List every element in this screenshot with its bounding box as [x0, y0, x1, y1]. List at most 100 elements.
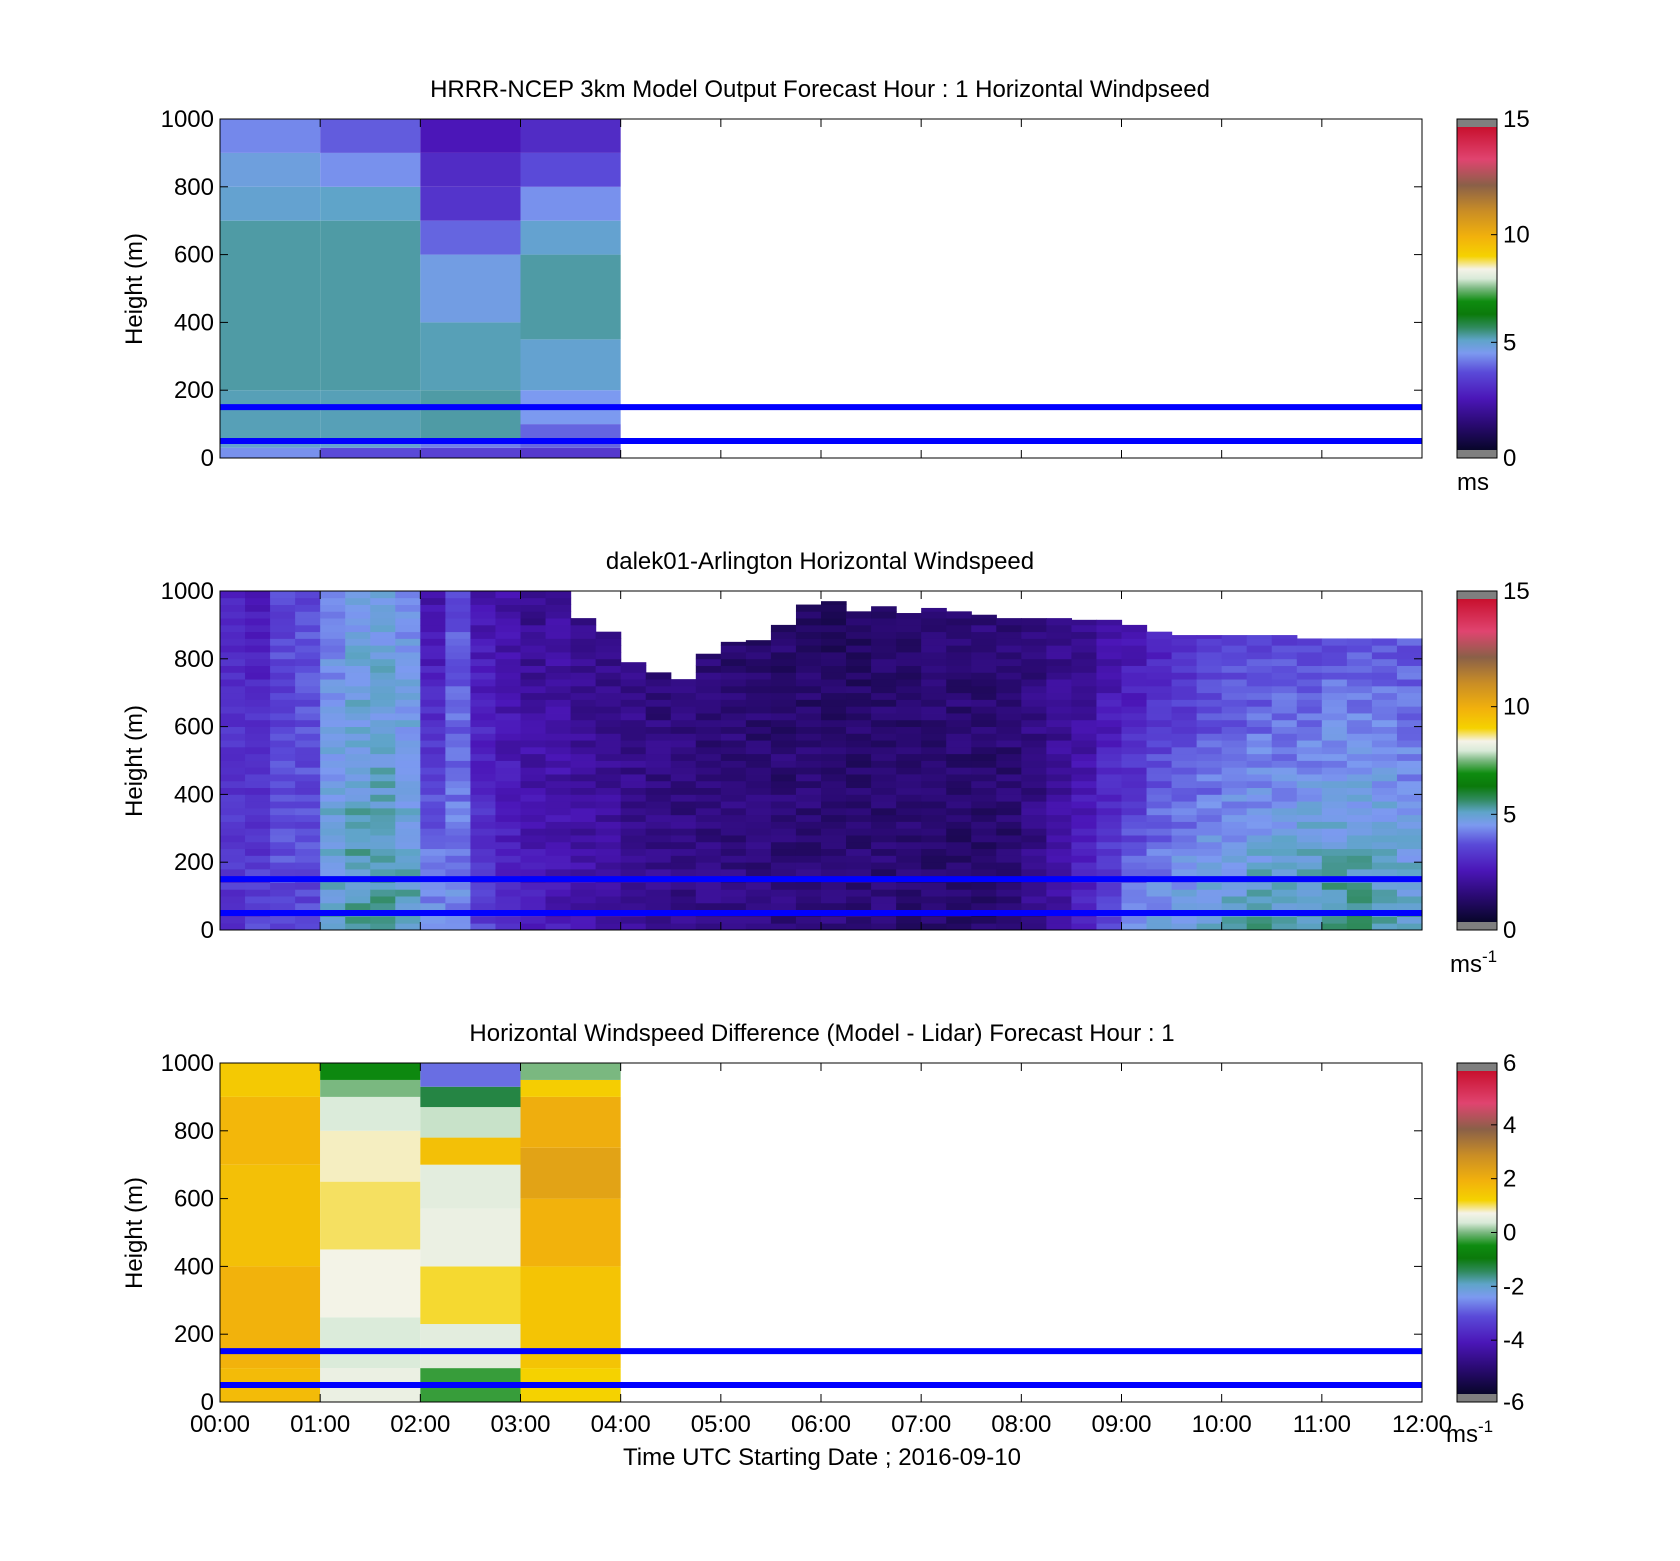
x-tick-label: 01:00 [290, 1411, 350, 1438]
heatmap-cell [1296, 679, 1323, 687]
heatmap-cell [1071, 855, 1098, 863]
heatmap-cell [1246, 733, 1273, 741]
heatmap-cell [370, 855, 396, 863]
heatmap-cell [1046, 855, 1073, 863]
heatmap-cell [520, 1096, 621, 1148]
heatmap-cell [1246, 841, 1273, 850]
heatmap-cell [245, 848, 271, 856]
heatmap-cell [720, 896, 747, 904]
heatmap-cell [420, 447, 521, 458]
heatmap-cell [1146, 868, 1173, 877]
heatmap-cell [420, 835, 446, 843]
heatmap-cell [295, 868, 321, 877]
heatmap-cell [1196, 760, 1223, 768]
heatmap-cell [370, 882, 396, 890]
heatmap-cell [996, 862, 1022, 870]
heatmap-cell [971, 652, 997, 660]
heatmap-cell [921, 760, 947, 768]
heatmap-cell [545, 706, 572, 714]
panel-lidar: dalek01-Arlington Horizontal Windspeed 0… [121, 548, 1530, 978]
heatmap-cell [1121, 780, 1148, 789]
heatmap-cell [821, 624, 847, 633]
heatmap-cell [595, 923, 622, 931]
x-tick-label: 12:00 [1392, 1411, 1452, 1438]
heatmap-cell [445, 902, 472, 911]
heatmap-cell [1021, 848, 1047, 856]
heatmap-cell [270, 597, 296, 605]
heatmap-cell [1171, 848, 1198, 856]
heatmap-cell [1146, 679, 1173, 687]
heatmap-cell [971, 794, 997, 802]
heatmap-cell [1371, 726, 1398, 734]
heatmap-cell [770, 814, 797, 822]
heatmap-cell [520, 713, 547, 721]
heatmap-cell [1246, 767, 1273, 775]
heatmap-cell [946, 740, 972, 748]
heatmap-cell [295, 821, 321, 829]
heatmap-cell [220, 645, 246, 653]
heatmap-cell [1046, 828, 1073, 836]
heatmap-cell [1071, 923, 1098, 931]
heatmap-cell [1121, 896, 1148, 904]
heatmap-cell [1121, 814, 1148, 822]
heatmap-cell [470, 726, 497, 734]
heatmap-cell [245, 672, 271, 680]
heatmap-cell [445, 699, 472, 707]
heatmap-cell [470, 618, 497, 626]
heatmap-cell [871, 916, 897, 924]
heatmap-cell [345, 916, 371, 924]
y-tick-label: 200 [174, 1321, 214, 1348]
heatmap-cell [1071, 719, 1098, 727]
heatmap-cell [420, 801, 446, 809]
heatmap-cell [1221, 638, 1248, 646]
heatmap-cell [545, 631, 572, 639]
heatmap-cell [620, 740, 647, 748]
heatmap-cell [745, 719, 772, 727]
heatmap-cell [370, 631, 396, 639]
heatmap-cell [1096, 868, 1123, 877]
heatmap-cell [1246, 746, 1273, 755]
heatmap-cell [1396, 753, 1423, 761]
heatmap-cell [1246, 774, 1273, 782]
heatmap-cell [345, 868, 371, 877]
y-tick-label: 1000 [161, 106, 214, 133]
heatmap-cell [971, 685, 997, 694]
heatmap-cell [1246, 652, 1273, 660]
heatmap-cell [1046, 753, 1073, 761]
heatmap-cell [370, 862, 396, 870]
heatmap-cell [320, 902, 346, 911]
heatmap-cell [1096, 631, 1123, 639]
heatmap-cell [946, 882, 972, 890]
heatmap-cell [295, 780, 321, 789]
heatmap-cell [645, 767, 672, 775]
heatmap-cell [896, 679, 922, 687]
heatmap-cell [1296, 814, 1323, 822]
heatmap-cell [1246, 740, 1273, 748]
heatmap-cell [670, 862, 697, 870]
heatmap-cell [1396, 821, 1423, 829]
heatmap-cell [395, 855, 421, 863]
heatmap-cell [720, 902, 747, 911]
heatmap-cell [370, 896, 396, 904]
heatmap-cell [395, 848, 421, 856]
heatmap-cell [495, 896, 522, 904]
heatmap-cell [495, 652, 522, 660]
heatmap-cell [720, 726, 747, 734]
heatmap-cell [996, 645, 1022, 653]
heatmap-cell [470, 896, 497, 904]
heatmap-cell [1346, 835, 1373, 843]
heatmap-cell [1221, 635, 1248, 639]
heatmap-cell [370, 645, 396, 653]
heatmap-cell [420, 719, 446, 727]
heatmap-cell [495, 814, 522, 822]
heatmap-cell [695, 685, 722, 694]
heatmap-cell [871, 624, 897, 633]
colorbar-tick-label: -4 [1503, 1327, 1524, 1354]
heatmap-cell [295, 713, 321, 721]
heatmap-cell [846, 896, 872, 904]
heatmap-cell [495, 848, 522, 856]
heatmap-cell [720, 923, 747, 931]
heatmap-cell [495, 672, 522, 680]
heatmap-cell [946, 733, 972, 741]
heatmap-cell [946, 685, 972, 694]
